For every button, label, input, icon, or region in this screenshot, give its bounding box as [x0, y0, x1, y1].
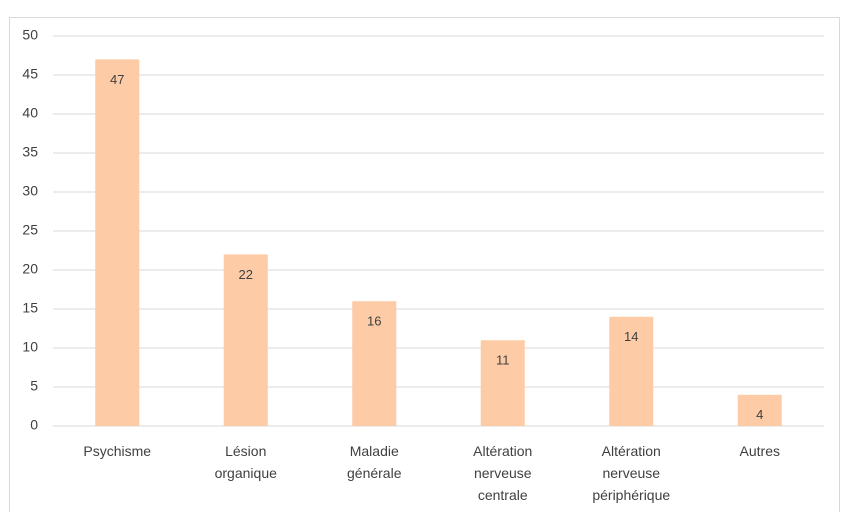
x-tick-label: Autres — [740, 443, 780, 459]
x-tick-label: Altération nerveuse centrale — [473, 443, 532, 503]
bar — [95, 59, 140, 427]
x-tick-label-line: périphérique — [592, 487, 670, 503]
x-tick-label: Maladie générale — [347, 443, 402, 481]
x-tick-label-line: Altération — [473, 443, 532, 459]
x-tick-label-line: Altération — [602, 443, 661, 459]
y-tick-label: 45 — [22, 66, 38, 82]
y-tick-label: 50 — [22, 27, 38, 43]
x-tick-label-line: organique — [215, 465, 277, 481]
x-tick-label-line: nerveuse — [602, 465, 660, 481]
x-tick-label-line: Psychisme — [83, 443, 151, 459]
value-label: 14 — [624, 329, 638, 344]
x-tick-label-line: Lésion — [225, 443, 266, 459]
value-label: 11 — [496, 353, 510, 368]
x-tick-label-line: nerveuse — [474, 465, 532, 481]
value-label: 22 — [239, 267, 253, 282]
y-tick-label: 10 — [22, 339, 38, 355]
value-label: 16 — [367, 314, 381, 329]
bar — [737, 394, 782, 426]
x-tick-label: Altération nerveuse périphérique — [592, 443, 670, 503]
x-tick-label: Lésion organique — [215, 443, 277, 481]
bar — [609, 316, 654, 426]
x-tick-label-line: Maladie — [350, 443, 399, 459]
y-tick-label: 30 — [22, 183, 38, 199]
value-label: 4 — [756, 407, 763, 422]
bar — [352, 301, 397, 426]
bar — [480, 340, 525, 426]
y-tick-label: 0 — [30, 417, 38, 433]
y-tick-label: 35 — [22, 144, 38, 160]
y-tick-label: 15 — [22, 300, 38, 316]
y-tick-label: 25 — [22, 222, 38, 238]
chart-frame — [9, 17, 840, 512]
x-tick-label-line: générale — [347, 465, 402, 481]
y-tick-label: 5 — [30, 378, 38, 394]
x-tick-label: Psychisme — [83, 443, 151, 459]
y-tick-label: 40 — [22, 105, 38, 121]
value-label: 47 — [110, 72, 124, 87]
x-tick-label-line: centrale — [478, 487, 528, 503]
x-tick-label-line: Autres — [740, 443, 780, 459]
bar — [223, 254, 268, 426]
y-tick-label: 20 — [22, 261, 38, 277]
